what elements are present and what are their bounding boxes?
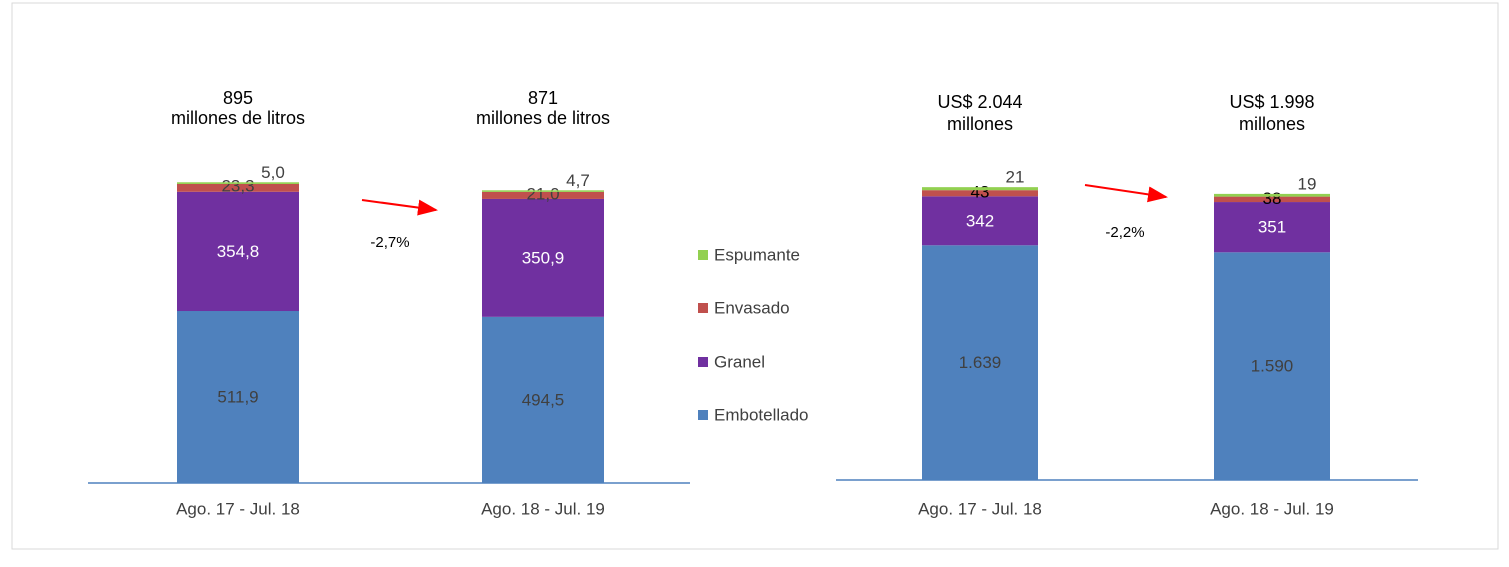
value-label: 351 [1258, 218, 1286, 237]
total-label: US$ 1.998 [1229, 92, 1314, 112]
change-label: -2,7% [370, 234, 409, 251]
bar-segment [922, 190, 1038, 197]
bar-segment [177, 191, 299, 312]
legend-swatch [698, 410, 708, 420]
legend-label: Espumante [714, 245, 800, 264]
value-label: 5,0 [261, 163, 285, 182]
value-label: 494,5 [522, 390, 565, 409]
x-tick-label: Ago. 18 - Jul. 19 [1210, 499, 1334, 518]
bar-segment [177, 311, 299, 483]
value-label: 350,9 [522, 248, 565, 267]
legend-label: Envasado [714, 298, 790, 317]
bar-segment [482, 191, 604, 199]
bar-segment [922, 187, 1038, 191]
legend-label: Embotellado [714, 405, 809, 424]
bar-segment [482, 198, 604, 317]
bar-segment [1214, 252, 1330, 480]
bar-segment [1214, 202, 1330, 253]
legend-swatch [698, 357, 708, 367]
bar-segment [922, 245, 1038, 480]
value-label: 342 [966, 211, 994, 230]
value-label: 43 [971, 183, 990, 202]
bar-segment [482, 316, 604, 483]
bar-segment [177, 183, 299, 192]
total-label: millones [1239, 114, 1305, 134]
bar-segment [482, 190, 604, 192]
arrow [1084, 184, 1168, 203]
total-label: millones de litros [476, 108, 610, 128]
change-label: -2,2% [1105, 224, 1144, 241]
bar-segment [922, 196, 1038, 246]
total-label: 871 [528, 88, 558, 108]
value-label: 1.639 [959, 353, 1002, 372]
total-label: millones [947, 114, 1013, 134]
bar-segment [1214, 193, 1330, 197]
x-tick-label: Ago. 17 - Jul. 18 [918, 499, 1042, 518]
total-label: 895 [223, 88, 253, 108]
value-label: 354,8 [217, 242, 260, 261]
legend-swatch [698, 250, 708, 260]
legend-swatch [698, 303, 708, 313]
x-tick-label: Ago. 18 - Jul. 19 [481, 499, 605, 518]
value-label: 21 [1006, 168, 1025, 187]
total-label: US$ 2.044 [937, 92, 1022, 112]
x-tick-label: Ago. 17 - Jul. 18 [176, 499, 300, 518]
bar-segment [1214, 196, 1330, 203]
value-label: 23,3 [221, 176, 254, 195]
value-label: 38 [1263, 189, 1282, 208]
bar-segment [177, 182, 299, 184]
legend-label: Granel [714, 352, 765, 371]
value-label: 1.590 [1251, 357, 1294, 376]
value-label: 511,9 [217, 387, 258, 406]
total-label: millones de litros [171, 108, 305, 128]
value-label: 21,0 [526, 184, 559, 203]
value-label: 19 [1298, 174, 1317, 193]
value-label: 4,7 [566, 171, 590, 190]
arrow [361, 199, 438, 216]
